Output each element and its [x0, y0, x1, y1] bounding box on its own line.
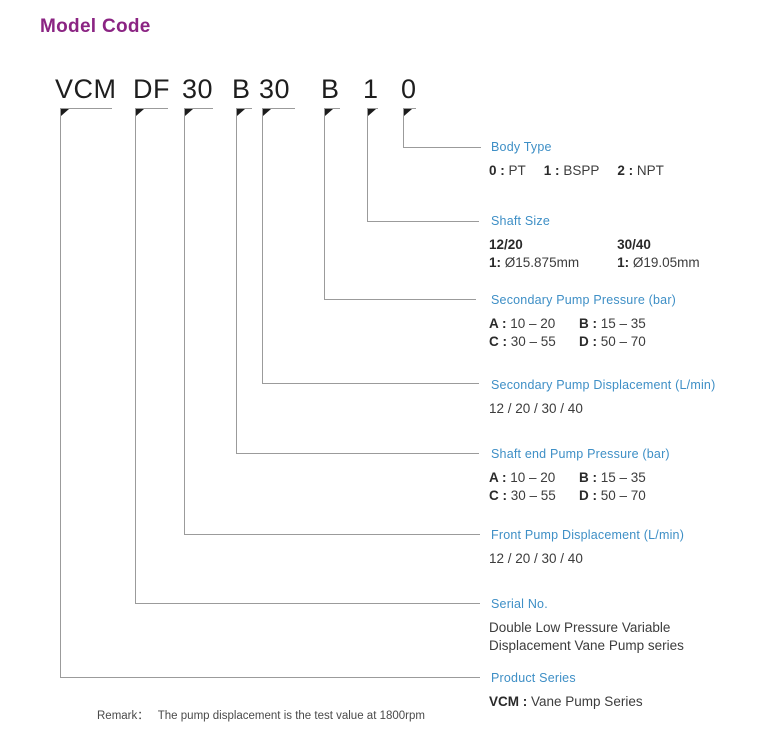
page-title: Model Code: [40, 16, 151, 37]
bracket-body-type: [403, 108, 416, 148]
connector-shaft-size: [367, 221, 479, 222]
option-value: PT: [508, 163, 526, 178]
option-key: C :: [489, 488, 507, 503]
bracket-corner-icon: [136, 109, 144, 116]
option-key: 1 :: [543, 163, 560, 178]
option-key: D :: [579, 334, 597, 349]
bracket-corner-icon: [185, 109, 193, 116]
code-segment-serial-no: DF: [133, 74, 170, 104]
bracket-front-displacement: [184, 108, 213, 535]
section-front-pump-displacement: Front Pump Displacement (L/min) 12 / 20 …: [489, 528, 684, 568]
connector-body-type: [403, 147, 481, 148]
section-label-product-series: Product Series: [491, 671, 576, 685]
connector-product-series: [60, 677, 480, 678]
remark-text: The pump displacement is the test value …: [157, 710, 425, 722]
section-label-secondary-pump-pressure: Secondary Pump Pressure (bar): [491, 293, 677, 307]
connector-serial-no: [135, 603, 480, 604]
secondary-pump-displacement-value: 12 / 20 / 30 / 40: [489, 401, 583, 416]
section-shaft-size: Shaft Size 12/20 1: Ø15.875mm 30/40 1: Ø…: [489, 214, 700, 272]
connector-shaft-end-pressure: [236, 453, 479, 454]
remark: Remark： The pump displacement is the test…: [97, 707, 425, 723]
option-value: 30 – 55: [510, 488, 556, 503]
pressure-row: C : 30 – 55 D : 50 – 70: [489, 487, 670, 505]
section-shaft-end-pump-pressure: Shaft end Pump Pressure (bar) A : 10 – 2…: [489, 447, 670, 505]
option-value: Vane Pump Series: [531, 694, 643, 709]
section-secondary-pump-displacement: Secondary Pump Displacement (L/min) 12 /…: [489, 378, 715, 418]
option-value: 30 – 55: [510, 334, 556, 349]
option-key: B :: [579, 316, 597, 331]
code-segment-secondary-displacement: 30: [259, 74, 291, 104]
shaft-end-pump-pressure-table: A : 10 – 20 B : 15 – 35 C : 30 – 55 D : 50…: [489, 469, 670, 505]
body-type-options: 0 : PT 1 : BSPP 2 : NPT: [489, 162, 664, 180]
option-value: 50 – 70: [600, 334, 646, 349]
bracket-corner-icon: [325, 109, 333, 116]
option-value: Ø19.05mm: [632, 255, 700, 270]
front-pump-displacement-value: 12 / 20 / 30 / 40: [489, 551, 583, 566]
bracket-corner-icon: [237, 109, 245, 116]
option-key: D :: [579, 488, 597, 503]
shaft-size-column: 30/40 1: Ø19.05mm: [617, 236, 700, 272]
option-value: NPT: [636, 163, 664, 178]
secondary-pump-pressure-table: A : 10 – 20 B : 15 – 35 C : 30 – 55 D : 50…: [489, 315, 676, 351]
option-key: VCM :: [489, 694, 528, 709]
section-label-front-pump-displacement: Front Pump Displacement (L/min): [491, 528, 685, 542]
option-key: C :: [489, 334, 507, 349]
shaft-size-column: 12/20 1: Ø15.875mm: [489, 236, 579, 272]
bracket-secondary-displacement: [262, 108, 295, 384]
option-key: A :: [489, 316, 507, 331]
section-product-series: Product Series VCM : Vane Pump Series: [489, 671, 643, 711]
option-key: 1:: [489, 255, 502, 270]
option-value: 10 – 20: [510, 316, 556, 331]
section-secondary-pump-pressure: Secondary Pump Pressure (bar) A : 10 – 2…: [489, 293, 676, 351]
bracket-corner-icon: [61, 109, 69, 116]
bracket-shaft-end-pressure: [236, 108, 252, 454]
serial-no-line: Displacement Vane Pump series: [489, 638, 684, 653]
code-segment-product-series: VCM: [55, 74, 117, 104]
connector-secondary-displacement: [262, 383, 479, 384]
product-series-value: VCM : Vane Pump Series: [489, 693, 643, 711]
pressure-row: A : 10 – 20 B : 15 – 35: [489, 469, 670, 487]
option-key: 2 :: [617, 163, 634, 178]
bracket-serial-no: [135, 108, 168, 604]
option-key: 1:: [617, 255, 630, 270]
connector-front-displacement: [184, 534, 480, 535]
section-label-shaft-size: Shaft Size: [491, 214, 550, 228]
serial-no-description: Double Low Pressure Variable Displacemen…: [489, 619, 684, 655]
bracket-product-series: [60, 108, 112, 678]
serial-no-line: Double Low Pressure Variable: [489, 620, 671, 635]
section-label-secondary-pump-displacement: Secondary Pump Displacement (L/min): [491, 378, 716, 392]
code-segment-secondary-pressure: B: [321, 74, 340, 104]
option-value: 15 – 35: [600, 316, 646, 331]
option-value: 15 – 35: [600, 470, 646, 485]
pressure-row: C : 30 – 55 D : 50 – 70: [489, 333, 676, 351]
remark-prefix: Remark：: [97, 710, 149, 722]
option-value: BSPP: [563, 163, 600, 178]
code-segment-shaft-size: 1: [363, 74, 379, 104]
section-label-serial-no: Serial No.: [491, 597, 548, 611]
column-header: 30/40: [617, 237, 651, 252]
option-key: A :: [489, 470, 507, 485]
section-label-body-type: Body Type: [491, 140, 552, 154]
section-serial-no: Serial No. Double Low Pressure Variable …: [489, 597, 684, 655]
code-segment-shaft-end-pressure: B: [232, 74, 251, 104]
bracket-corner-icon: [263, 109, 271, 116]
bracket-shaft-size: [367, 108, 378, 222]
bracket-corner-icon: [404, 109, 412, 116]
option-value: 10 – 20: [510, 470, 556, 485]
code-segment-front-displacement: 30: [182, 74, 214, 104]
section-label-shaft-end-pump-pressure: Shaft end Pump Pressure (bar): [491, 447, 670, 461]
option-value: Ø15.875mm: [504, 255, 580, 270]
section-body-type: Body Type 0 : PT 1 : BSPP 2 : NPT: [489, 140, 664, 180]
option-key: 0 :: [489, 163, 505, 178]
code-segment-body-type: 0: [401, 74, 417, 104]
connector-secondary-pressure: [324, 299, 476, 300]
bracket-secondary-pressure: [324, 108, 340, 300]
column-header: 12/20: [489, 237, 523, 252]
bracket-corner-icon: [368, 109, 376, 116]
option-key: B :: [579, 470, 597, 485]
shaft-size-columns: 12/20 1: Ø15.875mm 30/40 1: Ø19.05mm: [489, 236, 700, 272]
option-value: 50 – 70: [600, 488, 646, 503]
pressure-row: A : 10 – 20 B : 15 – 35: [489, 315, 676, 333]
